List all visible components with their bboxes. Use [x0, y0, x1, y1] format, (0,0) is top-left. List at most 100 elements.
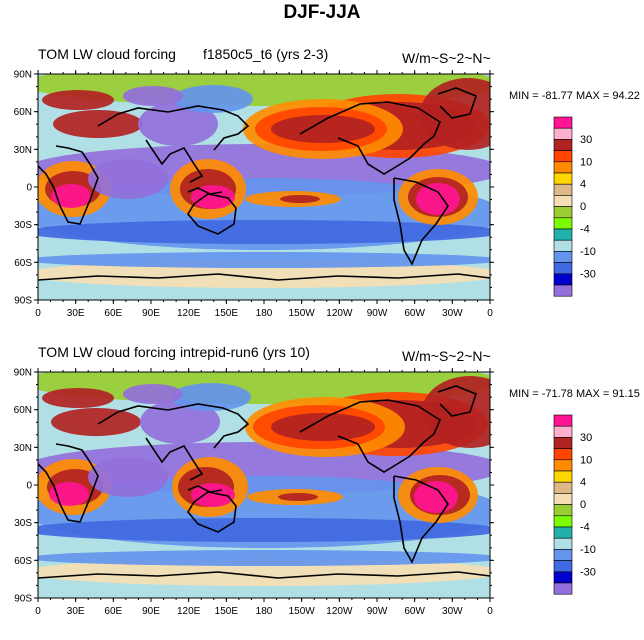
panel-1-coastlines	[38, 87, 490, 281]
coastline	[38, 571, 490, 579]
colorbar-swatch	[553, 251, 573, 263]
panel-2-units: W/m~S~2~N~	[402, 348, 491, 364]
lon-label: 90W	[367, 308, 388, 319]
coastline	[437, 385, 477, 417]
panel-1-colorbar: 30 10 4 0 -4 -10 -30	[553, 116, 596, 297]
field-contour-region	[51, 184, 91, 208]
colorbar-swatch	[553, 459, 573, 472]
panel-1-variable-title: TOM LW cloud forcing	[38, 46, 176, 62]
colorbar-label: -30	[580, 268, 596, 280]
panel-2-max: MAX = 91.15	[575, 388, 640, 400]
panel-1-min: MIN = -81.77	[509, 90, 573, 102]
colorbar-swatch	[553, 504, 573, 517]
field-contour-region	[38, 518, 490, 542]
field-contour-region	[88, 457, 168, 497]
field-contour-region	[422, 376, 490, 448]
coastline	[145, 437, 204, 481]
field-contour-region	[171, 383, 251, 411]
field-contour-region	[420, 78, 490, 150]
colorbar-swatch	[553, 549, 573, 561]
colorbar-swatch	[553, 239, 573, 252]
field-contour-region	[38, 252, 490, 268]
lon-label: 0	[35, 606, 41, 617]
lon-label: 180	[256, 308, 273, 319]
coastline	[299, 101, 442, 175]
coastline	[145, 139, 204, 183]
field-contour-region	[49, 482, 89, 506]
lon-label: 0	[487, 606, 493, 617]
colorbar-swatch	[553, 560, 573, 573]
colorbar-label: -10	[580, 544, 596, 556]
colorbar-swatch	[553, 571, 573, 584]
field-contour-region	[38, 550, 490, 566]
colorbar-swatch	[553, 172, 573, 185]
colorbar-label: -4	[580, 522, 590, 534]
coastline	[38, 145, 99, 225]
field-contour-region	[140, 400, 220, 444]
map-panel-1: TOM LW cloud forcing f1850c5_t6 (yrs 2-3…	[0, 42, 644, 342]
field-contour-region	[416, 183, 460, 215]
colorbar-label: 30	[580, 134, 592, 146]
lon-label: 60E	[104, 308, 122, 319]
colorbar-label: 10	[580, 156, 592, 168]
lon-label: 120E	[177, 606, 201, 617]
coastline	[97, 403, 250, 449]
lon-label: 150E	[215, 308, 239, 319]
colorbar-swatch	[553, 139, 573, 151]
panel-1-units: W/m~S~2~N~	[402, 50, 491, 66]
coastline	[38, 273, 490, 281]
field-contour-region	[271, 413, 375, 441]
colorbar-label: -10	[580, 246, 596, 258]
field-contour-region	[42, 388, 114, 408]
colorbar-label: -30	[580, 566, 596, 578]
colorbar-label: 0	[580, 499, 586, 511]
lon-label: 120W	[326, 308, 353, 319]
colorbar-label: 4	[580, 179, 586, 191]
lat-label: 90N	[14, 70, 32, 81]
coastline	[299, 399, 442, 473]
panel-1-max: MAX = 94.22	[575, 90, 640, 102]
panel-2-minmax: MIN = -71.78 MAX = 91.15	[509, 388, 640, 400]
colorbar-swatch	[553, 195, 573, 207]
panel-2-variable-title: TOM LW cloud forcing	[38, 344, 176, 360]
lat-label: 30N	[14, 443, 32, 454]
lon-label: 90E	[142, 308, 160, 319]
colorbar-swatch	[553, 284, 573, 297]
panel-2-field	[38, 372, 490, 598]
field-contour-region	[38, 220, 490, 244]
lat-label: 30S	[14, 518, 32, 529]
coastline	[187, 193, 237, 235]
field-contour-region	[51, 408, 141, 436]
colorbar-label: 0	[580, 201, 586, 213]
colorbar-label: 30	[580, 432, 592, 444]
colorbar-label: 10	[580, 454, 592, 466]
colorbar-swatch	[553, 493, 573, 505]
lon-label: 150W	[289, 308, 316, 319]
panel-2-min: MIN = -71.78	[509, 388, 573, 400]
coastline	[393, 475, 449, 564]
lat-label: 60N	[14, 107, 32, 118]
field-contour-region	[191, 483, 235, 507]
lon-label: 60W	[404, 606, 425, 617]
field-contour-region	[123, 86, 183, 106]
colorbar-swatch	[553, 206, 573, 219]
colorbar-label: -4	[580, 224, 590, 236]
colorbar-swatch	[553, 470, 573, 483]
panel-2-case-title: intrepid-run6 (yrs 10)	[180, 344, 310, 360]
panel-1-field	[38, 74, 490, 300]
colorbar-swatch	[553, 116, 573, 129]
colorbar-swatch	[553, 161, 573, 174]
colorbar-swatch	[553, 217, 573, 230]
field-contour-region	[278, 493, 318, 501]
panel-1-minmax: MIN = -81.77 MAX = 94.22	[509, 90, 640, 102]
lon-label: 120W	[326, 606, 353, 617]
lat-label: 0	[26, 183, 32, 194]
coastline	[437, 87, 477, 119]
panel-2-coastlines	[38, 385, 490, 579]
lon-label: 30W	[442, 308, 463, 319]
colorbar-swatch	[553, 537, 573, 550]
colorbar-swatch	[553, 582, 573, 595]
